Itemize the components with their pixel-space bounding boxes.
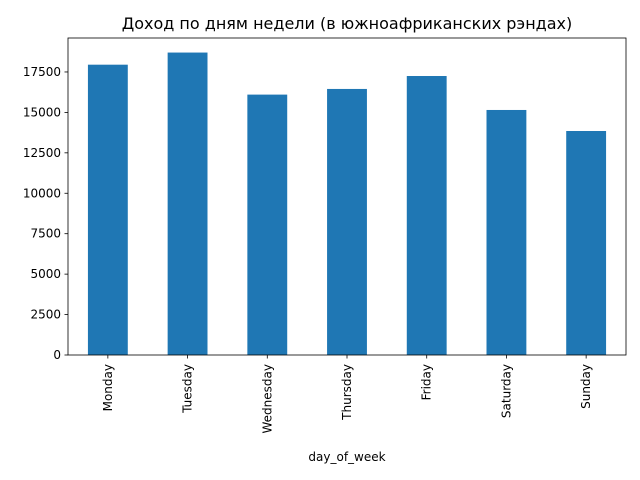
x-tick-label: Monday bbox=[101, 364, 115, 411]
y-tick-label: 7500 bbox=[30, 227, 61, 241]
y-tick-label: 5000 bbox=[30, 267, 61, 281]
bar-sunday bbox=[566, 130, 607, 355]
bar-tuesday bbox=[167, 52, 208, 355]
x-tick-label: Thursday bbox=[340, 364, 354, 421]
x-tick-label: Wednesday bbox=[260, 364, 274, 433]
y-tick-label: 0 bbox=[53, 348, 61, 362]
bar-wednesday bbox=[247, 94, 288, 355]
bars-group bbox=[87, 52, 607, 356]
x-tick-label: Tuesday bbox=[181, 364, 195, 414]
plot-frame bbox=[67, 37, 627, 356]
bar-saturday bbox=[486, 109, 527, 355]
y-tick-label: 17500 bbox=[23, 65, 61, 79]
bar-friday bbox=[406, 76, 447, 355]
y-axis: 0 2500 5000 7500 10000 12500 15000 17500 bbox=[23, 65, 68, 362]
chart-title: Доход по дням недели (в южноафриканских … bbox=[122, 14, 573, 33]
bar-monday bbox=[87, 64, 128, 356]
y-tick-label: 12500 bbox=[23, 146, 61, 160]
x-tick-label: Saturday bbox=[499, 364, 513, 418]
x-axis-label: day_of_week bbox=[308, 450, 385, 464]
x-tick-label: Friday bbox=[420, 364, 434, 400]
x-tick-label: Sunday bbox=[579, 364, 593, 409]
x-axis: Monday Tuesday Wednesday Thursday Friday Satu… bbox=[101, 355, 593, 433]
y-tick-label: 10000 bbox=[23, 186, 61, 200]
y-tick-label: 15000 bbox=[23, 105, 61, 119]
bar-thursday bbox=[327, 88, 367, 356]
y-tick-label: 2500 bbox=[30, 308, 61, 322]
